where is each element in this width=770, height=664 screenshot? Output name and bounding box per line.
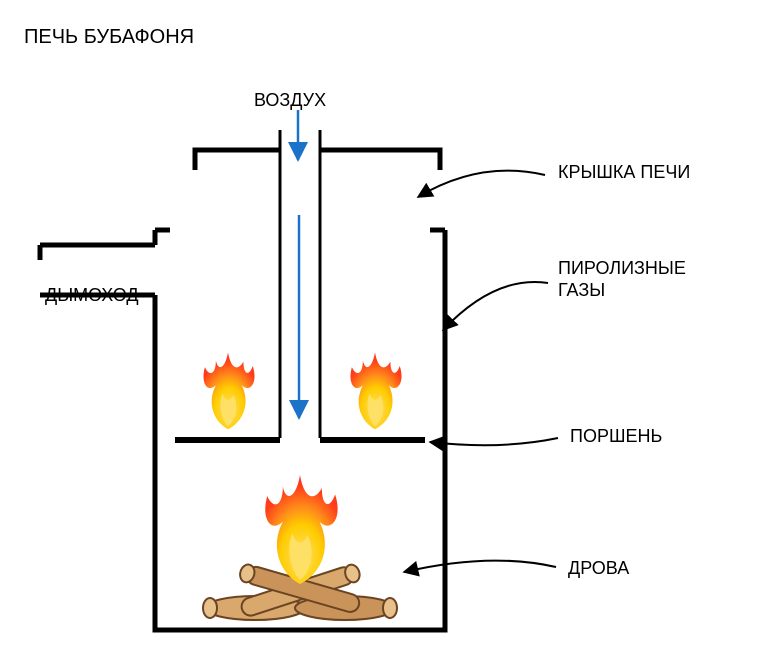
diagram-stage: ПЕЧЬ БУБАФОНЯ ВОЗДУХ ДЫМОХОД КРЫШКА ПЕЧИ…	[0, 0, 770, 664]
schematic-svg	[0, 0, 770, 664]
flame-lower	[265, 475, 337, 584]
flame-upper-left	[203, 352, 254, 429]
chimney	[40, 245, 155, 295]
label-arrows	[404, 171, 558, 572]
lid	[195, 150, 440, 170]
air-arrows	[298, 110, 299, 418]
flame-upper-right	[350, 352, 401, 429]
